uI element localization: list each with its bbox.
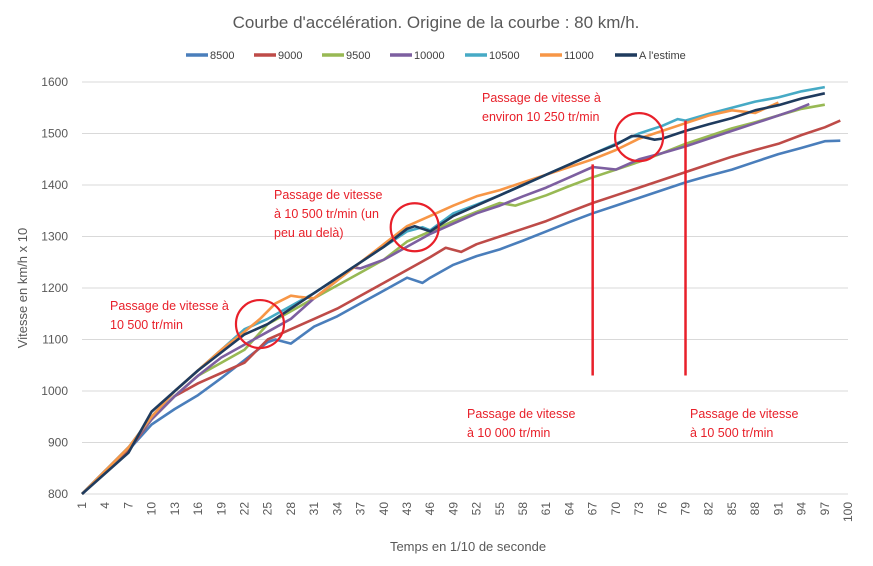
chart-title: Courbe d'accélération. Origine de la cou… bbox=[233, 13, 640, 32]
y-tick-label: 1200 bbox=[41, 281, 68, 295]
x-axis-label: Temps en 1/10 de seconde bbox=[390, 539, 546, 554]
y-tick-label: 1600 bbox=[41, 75, 68, 89]
x-tick-label: 76 bbox=[655, 502, 669, 516]
y-tick-label: 800 bbox=[48, 487, 68, 501]
x-tick-label: 37 bbox=[354, 502, 368, 516]
y-tick-label: 900 bbox=[48, 436, 68, 450]
series-line-8500 bbox=[81, 139, 841, 495]
x-tick-label: 52 bbox=[470, 502, 484, 516]
x-tick-label: 49 bbox=[446, 502, 460, 516]
annotation-circle bbox=[613, 112, 665, 163]
x-tick-label: 34 bbox=[330, 502, 344, 516]
x-tick-label: 25 bbox=[261, 502, 275, 516]
annotation-text: Passage de vitesse à 10 500 tr/min (un p… bbox=[274, 188, 383, 240]
x-tick-label: 88 bbox=[748, 502, 762, 516]
x-tick-label: 31 bbox=[307, 502, 321, 516]
legend-label: 11000 bbox=[564, 50, 594, 62]
y-tick-label: 1300 bbox=[41, 230, 68, 244]
legend-label: 8500 bbox=[210, 50, 234, 62]
x-tick-label: 91 bbox=[771, 502, 785, 516]
series-line-9500 bbox=[81, 103, 826, 495]
series-line-10000 bbox=[81, 102, 810, 495]
x-tick-label: 13 bbox=[168, 502, 182, 516]
x-tick-label: 16 bbox=[191, 502, 205, 516]
x-tick-label: 46 bbox=[423, 502, 437, 516]
x-tick-label: 55 bbox=[493, 502, 507, 516]
legend-label: A l'estime bbox=[639, 50, 686, 62]
annotation-text: Passage de vitesse à 10 500 tr/min bbox=[110, 299, 229, 332]
annotation-text: Passage de vitesse à 10 500 tr/min bbox=[690, 407, 799, 440]
x-tick-label: 43 bbox=[400, 502, 414, 516]
annotation-circle bbox=[234, 298, 286, 350]
x-tick-label: 100 bbox=[841, 502, 855, 522]
x-tick-label: 73 bbox=[632, 502, 646, 516]
legend-label: 10000 bbox=[414, 50, 445, 62]
x-tick-label: 70 bbox=[609, 502, 623, 516]
annotation-circle bbox=[389, 202, 440, 253]
y-tick-label: 1500 bbox=[41, 127, 68, 141]
legend-label: 9500 bbox=[346, 50, 370, 62]
x-tick-label: 67 bbox=[586, 502, 600, 516]
x-tick-label: 1 bbox=[75, 502, 89, 509]
x-tick-label: 40 bbox=[377, 502, 391, 516]
y-axis-label: Vitesse en km/h x 10 bbox=[15, 228, 30, 348]
legend-label: 9000 bbox=[278, 50, 302, 62]
annotation-text: Passage de vitesse à environ 10 250 tr/m… bbox=[482, 91, 601, 124]
x-tick-label: 97 bbox=[818, 502, 832, 516]
x-tick-label: 22 bbox=[237, 502, 251, 516]
x-tick-label: 58 bbox=[516, 502, 530, 516]
x-tick-label: 64 bbox=[562, 502, 576, 516]
y-tick-label: 1400 bbox=[41, 178, 68, 192]
series-line-9000 bbox=[81, 119, 841, 495]
y-tick-label: 1000 bbox=[41, 384, 68, 398]
x-tick-label: 61 bbox=[539, 502, 553, 516]
x-tick-label: 79 bbox=[679, 502, 693, 516]
y-tick-label: 1100 bbox=[42, 333, 68, 347]
x-tick-label: 28 bbox=[284, 502, 298, 516]
x-tick-label: 7 bbox=[121, 502, 135, 509]
x-tick-label: 4 bbox=[98, 502, 112, 509]
legend-label: 10500 bbox=[489, 50, 520, 62]
annotation-text: Passage de vitesse à 10 000 tr/min bbox=[467, 407, 576, 440]
x-tick-label: 19 bbox=[214, 502, 228, 516]
x-tick-label: 94 bbox=[795, 502, 809, 516]
x-tick-label: 10 bbox=[145, 502, 159, 516]
series-line-alestime bbox=[81, 92, 826, 495]
x-tick-label: 82 bbox=[702, 502, 716, 516]
x-tick-label: 85 bbox=[725, 502, 739, 516]
